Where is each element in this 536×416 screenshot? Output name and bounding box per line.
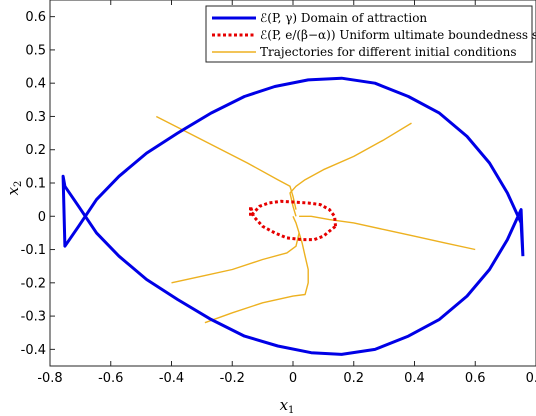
series-line-6 [299, 215, 476, 251]
x-tick-label: -0.8 [37, 371, 62, 386]
y-tick-label: 0.5 [25, 43, 46, 58]
y-tick-label: 0 [38, 210, 46, 225]
x-tick-label: -0.6 [98, 371, 123, 386]
series-line-4 [171, 232, 300, 284]
x-tick-label: 0.2 [343, 371, 364, 386]
x-tick-label: 0.8 [526, 371, 536, 386]
x-axis-label: x1 [280, 396, 295, 416]
legend-label: ℰ(P, e/(β−α)) Uniform ultimate boundedne… [260, 28, 536, 42]
plot-area [61, 76, 525, 356]
y-tick-label: -0.1 [21, 243, 46, 258]
y-tick-label: -0.2 [21, 276, 46, 291]
y-tick-label: -0.3 [21, 310, 46, 325]
y-tick-label: -0.4 [21, 343, 46, 358]
y-tick-label: 0.6 [25, 10, 46, 25]
y-tick-label: 0.2 [25, 143, 46, 158]
y-tick-label: 0.1 [25, 177, 46, 192]
series-line-2 [155, 115, 297, 210]
y-axis-label: x2 [4, 181, 24, 196]
x-tick-label: 0.4 [404, 371, 425, 386]
x-tick-label: -0.4 [159, 371, 184, 386]
series-line-0 [61, 76, 525, 356]
x-tick-label: -0.2 [220, 371, 245, 386]
legend-label: Trajectories for different initial condi… [260, 45, 517, 59]
x-tick-label: 0 [289, 371, 297, 386]
legend-box [205, 5, 533, 63]
x-tick-label: 0.6 [465, 371, 486, 386]
axis-labels: x1 x2 [4, 181, 294, 416]
series-line-5 [204, 216, 309, 324]
y-tick-label: 0.3 [25, 110, 46, 125]
y-tick-label: 0.4 [25, 77, 46, 92]
legend: ℰ(P, γ) Domain of attraction ℰ(P, e/(β−α)… [205, 5, 536, 63]
legend-label: ℰ(P, γ) Domain of attraction [260, 11, 427, 25]
axes: -0.8 -0.6 -0.4 -0.2 0 0.2 0.4 0.6 0.8 -0.4 -0.3 -0.… [21, 0, 536, 386]
